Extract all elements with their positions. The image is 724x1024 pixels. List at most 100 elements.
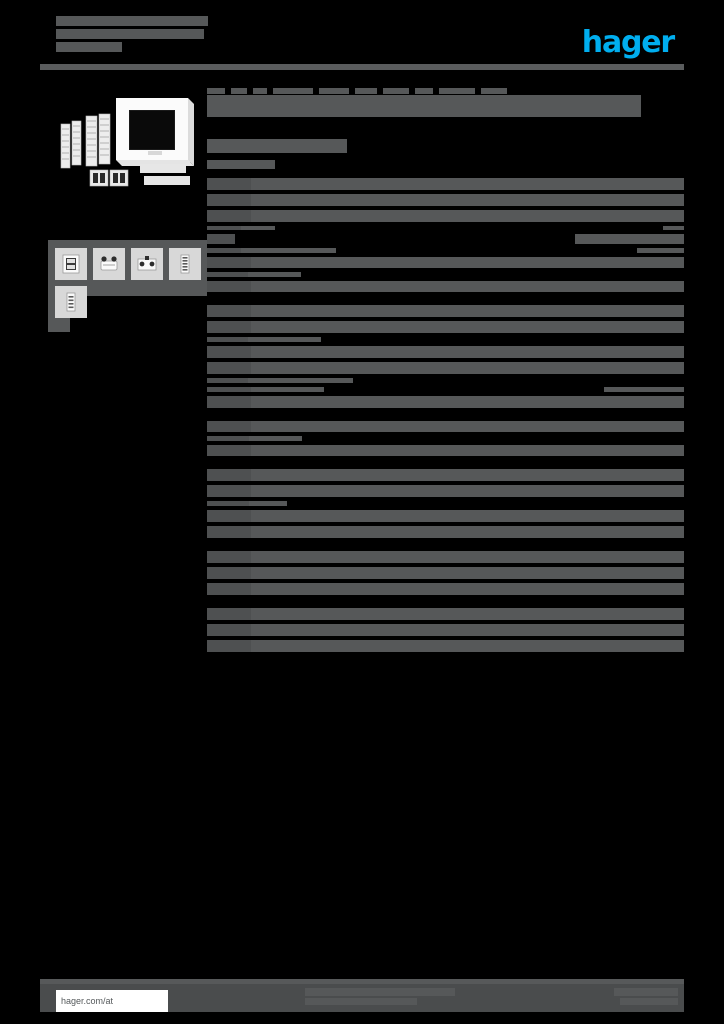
header-title-block xyxy=(56,16,208,55)
spec-row-value xyxy=(247,378,353,383)
redacted-text xyxy=(383,88,409,94)
spec-row-label xyxy=(207,567,251,579)
spec-row xyxy=(207,272,684,277)
spec-row-separator xyxy=(207,481,684,485)
spec-row-label xyxy=(207,337,248,342)
spec-row xyxy=(207,194,684,206)
spec-row-value xyxy=(251,551,684,563)
spec-row-label xyxy=(207,248,241,253)
spec-row-gap xyxy=(321,337,684,342)
spec-row-label xyxy=(207,387,251,392)
spec-row-label xyxy=(207,281,251,292)
spec-row-value xyxy=(251,321,684,333)
redacted-text xyxy=(355,88,377,94)
spec-row xyxy=(207,346,684,358)
spec-row-value xyxy=(251,178,684,190)
footer-website-link[interactable]: hager.com/at xyxy=(56,990,168,1012)
spec-row-separator xyxy=(207,652,684,656)
spec-row xyxy=(207,567,684,579)
spec-row-gap xyxy=(324,387,604,392)
spec-row-value xyxy=(251,396,684,408)
spec-group-separator xyxy=(207,412,684,421)
spec-row-separator xyxy=(207,268,684,272)
spec-row-label xyxy=(207,608,251,620)
spec-row-separator xyxy=(207,342,684,346)
spec-row-separator xyxy=(207,333,684,337)
spec-row-label xyxy=(207,210,251,222)
redacted-text xyxy=(231,88,247,94)
redacted-text xyxy=(620,998,678,1005)
spec-row xyxy=(207,421,684,432)
spec-row xyxy=(207,378,684,383)
spec-row-label xyxy=(207,362,251,374)
product-photo-svg xyxy=(60,98,194,187)
spec-row-value xyxy=(251,469,684,481)
spec-group xyxy=(207,551,684,599)
spec-row-separator xyxy=(207,190,684,194)
spec-row-label xyxy=(207,194,251,206)
spec-row-separator xyxy=(207,497,684,501)
spec-row-gap xyxy=(235,234,575,244)
spec-row-value xyxy=(247,272,301,277)
thumbnail-gallery xyxy=(55,248,215,324)
spec-row xyxy=(207,234,684,244)
spec-row-separator xyxy=(207,277,684,281)
spec-row-value xyxy=(251,526,684,538)
spec-row-label xyxy=(207,321,251,333)
rail-single-thumb[interactable] xyxy=(55,286,87,318)
frame-front-thumb[interactable] xyxy=(55,248,87,280)
spec-row xyxy=(207,362,684,374)
spec-row-label xyxy=(207,551,251,563)
spec-row-separator xyxy=(207,538,684,542)
spec-row-value xyxy=(247,337,322,342)
redacted-text xyxy=(614,988,678,996)
spec-row-separator xyxy=(207,456,684,460)
spec-row-separator xyxy=(207,317,684,321)
mounting-clip-thumb[interactable] xyxy=(93,248,125,280)
main-content xyxy=(207,88,684,656)
spec-row-value xyxy=(251,624,684,636)
spec-row xyxy=(207,396,684,408)
spec-row xyxy=(207,526,684,538)
spec-row-label xyxy=(207,526,251,538)
spec-row-value xyxy=(248,501,287,506)
redacted-text xyxy=(207,88,225,94)
spec-row xyxy=(207,281,684,292)
page-header: hager xyxy=(40,10,684,72)
spec-row xyxy=(207,436,684,441)
spec-row-value xyxy=(251,583,684,595)
spec-row-separator xyxy=(207,506,684,510)
spec-row xyxy=(207,583,684,595)
spec-row-separator xyxy=(207,432,684,436)
spec-row-separator xyxy=(207,374,684,378)
spec-row-gap xyxy=(301,436,684,441)
spec-row-separator xyxy=(207,563,684,567)
footer-page-number xyxy=(614,988,678,1007)
spec-row-label xyxy=(207,257,251,268)
product-subtitle xyxy=(207,139,347,153)
spec-group-separator xyxy=(207,460,684,469)
spec-row xyxy=(207,501,684,506)
spec-row-gap xyxy=(352,378,684,383)
spec-row-value xyxy=(249,436,302,441)
terminal-block-thumb[interactable] xyxy=(131,248,163,280)
page-footer: hager.com/at xyxy=(40,984,684,1012)
spec-row-label xyxy=(207,510,251,522)
spec-row-value xyxy=(251,362,684,374)
redacted-text xyxy=(56,29,204,39)
thumbnail-row-1 xyxy=(55,248,215,280)
spec-group xyxy=(207,178,684,296)
spec-row xyxy=(207,248,684,253)
rail-side-thumb[interactable] xyxy=(169,248,201,280)
spec-row xyxy=(207,624,684,636)
spec-row-value xyxy=(251,346,684,358)
hager-logo[interactable]: hager xyxy=(581,25,675,60)
spec-row-label xyxy=(207,305,251,317)
spec-row xyxy=(207,469,684,481)
spec-row-label xyxy=(207,501,249,506)
spec-row-separator xyxy=(207,358,684,362)
spec-row-label xyxy=(207,445,251,456)
spec-row xyxy=(207,510,684,522)
spec-row-label xyxy=(207,378,248,383)
